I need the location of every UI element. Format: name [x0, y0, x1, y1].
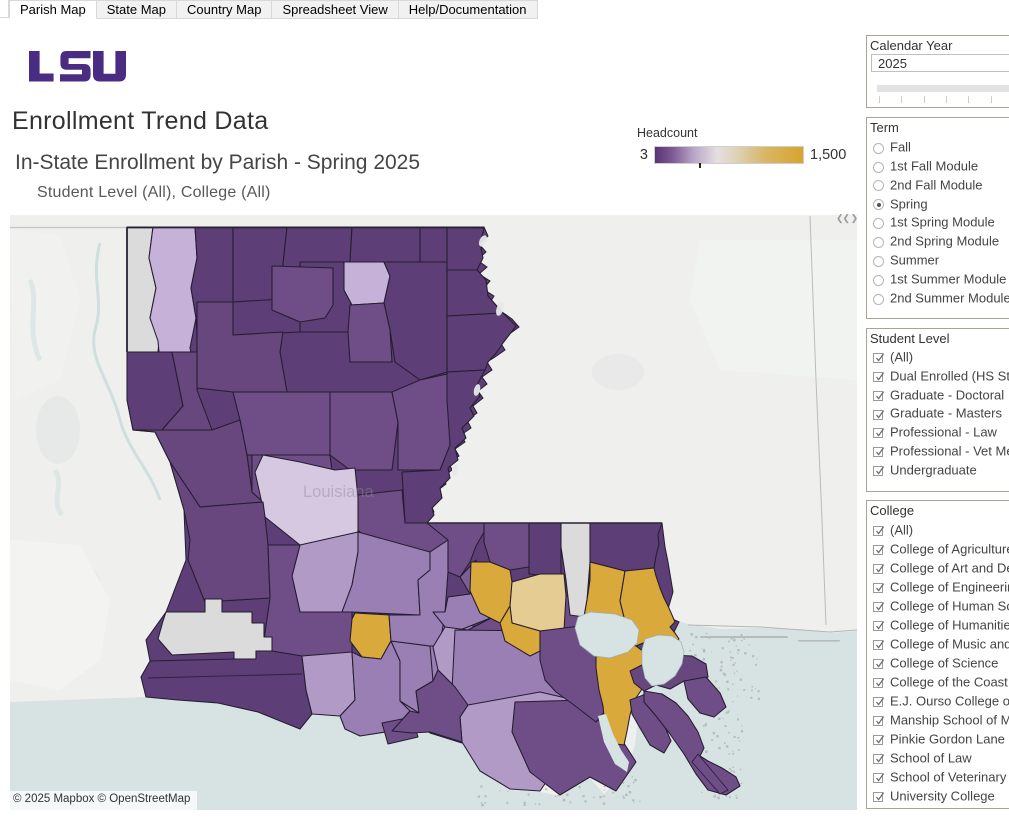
svg-text:Louisiana: Louisiana	[303, 483, 374, 501]
